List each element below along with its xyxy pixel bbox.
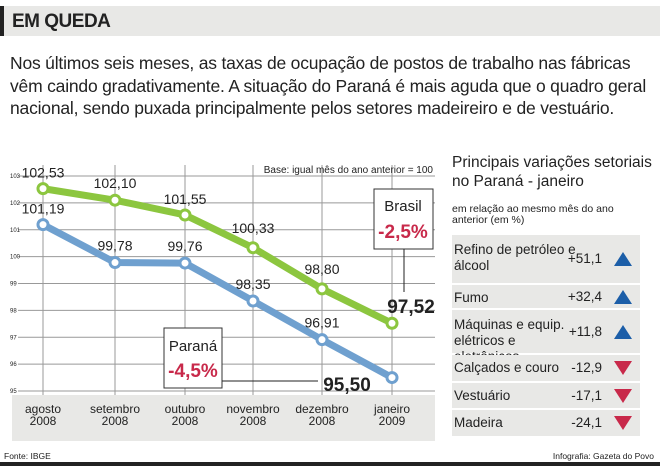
data-point [385,371,399,385]
sector-label: Madeira [454,415,503,430]
x-tick-label: 2008 [30,414,57,428]
y-tick-label: 103 [10,174,21,180]
series-line-brasil [42,185,394,327]
x-axis-band [12,395,435,441]
bottom-rule [0,462,660,466]
base-note: Base: igual mês do ano anterior = 100 [264,165,434,176]
data-point [246,294,260,308]
sector-value: -17,1 [571,387,602,403]
brasil-change: -2,5% [378,222,428,243]
data-label: 98,80 [304,261,339,277]
sector-table: Refino de petróleo e álcool +51,1 Fumo +32,… [452,235,640,438]
x-tick-label: outubro [165,402,206,416]
x-tick-label: novembro [226,402,280,416]
sector-value: -12,9 [571,360,602,375]
data-point [36,182,50,196]
sector-row: Madeira -24,1 [452,410,640,438]
sector-value: +51,1 [567,251,602,266]
x-tick-label: 2008 [240,414,267,428]
data-point [315,282,329,296]
sector-value: +11,8 [568,323,602,339]
header-bar: EM QUEDA [0,6,660,36]
data-point [246,241,260,255]
data-label: 96,91 [304,315,339,331]
data-label: 100,33 [232,220,275,236]
sector-row: Vestuário -17,1 [452,383,640,410]
y-tick-label: 101 [10,228,21,234]
data-point [36,218,50,232]
parana-final-value: 95,50 [323,375,371,396]
sector-label: Vestuário [454,388,511,403]
x-tick-label: agosto [25,402,61,416]
triangle-up-icon [614,324,632,339]
x-tick-label: 2008 [102,414,129,428]
y-tick-label: 97 [10,335,17,341]
sector-row: Refino de petróleo e álcool +51,1 [452,235,640,285]
data-label: 102,10 [94,175,137,191]
x-tick-label: 2008 [309,414,336,428]
sector-label: Fumo [454,290,489,305]
parana-change: -4,5% [168,361,218,382]
triangle-down-icon [614,361,632,375]
sector-row: Calçados e couro -12,9 [452,355,640,383]
sector-row: Fumo +32,4 [452,285,640,310]
y-tick-label: 102 [10,201,21,207]
data-point [315,333,329,347]
brasil-box [373,188,434,250]
x-tick-label: setembro [90,402,140,416]
parana-label: Paraná [169,338,218,355]
data-label: 101,55 [164,191,207,207]
data-point [108,256,122,270]
brasil-label: Brasil [384,198,422,215]
x-tick-label: dezembro [295,402,349,416]
credit-note: Infografia: Gazeta do Povo [552,451,654,461]
data-label: 99,78 [97,238,132,254]
sector-value: -24,1 [571,415,602,430]
source-note: Fonte: IBGE [4,451,51,461]
header-title: EM QUEDA [12,11,111,32]
y-tick-label: 98 [10,308,17,314]
triangle-down-icon [614,416,632,430]
parana-box [163,327,223,389]
side-title: Principais variações setoriais no Paraná… [452,154,652,190]
y-tick-label: 95 [10,389,17,395]
x-tick-label: janeiro [373,402,410,416]
x-tick-label: 2009 [379,414,406,428]
data-label: 101,19 [22,201,65,217]
series-line-paraná [41,221,394,381]
y-tick-label: 99 [10,282,17,288]
sector-row: Máquinas e equip. elétricos e eletrônico… [452,310,640,364]
data-label: 99,76 [167,238,202,254]
sector-label: Calçados e couro [454,360,560,375]
x-tick-label: 2008 [172,414,199,428]
y-tick-label: 100 [10,255,21,261]
triangle-up-icon [614,252,632,266]
line-chart: 95 96 97 98 99 100 101 102 103 Base: igual mês do… [10,165,435,441]
triangle-down-icon [614,388,632,403]
y-tick-label: 96 [10,362,17,368]
data-point [178,208,192,222]
data-label: 102,53 [22,165,65,181]
data-label: 98,35 [235,276,270,292]
sector-value: +32,4 [567,288,602,304]
brasil-final-value: 97,52 [387,297,435,318]
side-subtitle: em relação ao mesmo mês do ano anterior … [452,203,614,226]
triangle-up-icon [614,289,632,304]
sector-label: Refino de petróleo e álcool [454,242,576,273]
data-point [385,316,399,330]
data-point [108,193,122,207]
intro-text: Nos últimos seis meses, as taxas de ocup… [10,53,647,118]
data-point [178,256,192,270]
